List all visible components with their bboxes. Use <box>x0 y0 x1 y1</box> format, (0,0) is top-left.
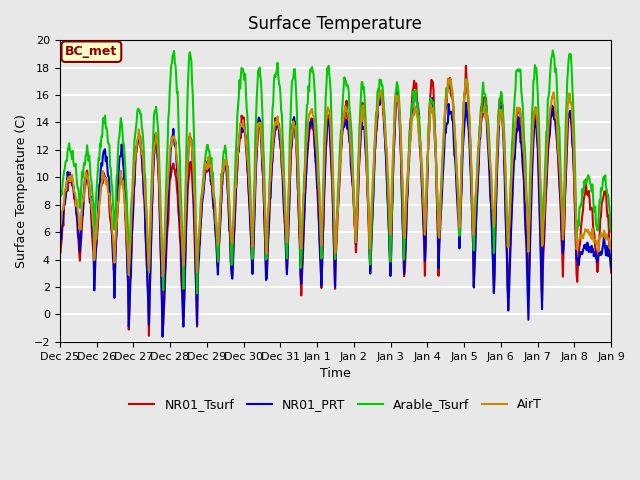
Arable_Tsurf <box>250 195 258 201</box>
AirT <box>56 229 63 235</box>
NR01_PRT <box>425 138 433 144</box>
NR01_PRT <box>223 168 230 174</box>
NR01_Tsurf <box>424 156 431 162</box>
AirT <box>393 98 401 104</box>
NR01_Tsurf <box>271 126 278 132</box>
AirT <box>120 195 128 201</box>
X-axis label: Time: Time <box>320 367 351 380</box>
Arable_Tsurf <box>56 194 63 200</box>
Line: Arable_Tsurf: Arable_Tsurf <box>60 50 611 293</box>
NR01_Tsurf <box>607 269 615 275</box>
NR01_PRT <box>607 265 615 271</box>
Arable_Tsurf <box>120 150 128 156</box>
AirT <box>271 122 278 128</box>
AirT <box>444 76 452 82</box>
Title: Surface Temperature: Surface Temperature <box>248 15 422 33</box>
NR01_Tsurf <box>250 222 258 228</box>
NR01_PRT <box>410 88 418 94</box>
AirT <box>159 274 166 279</box>
NR01_Tsurf <box>120 194 128 200</box>
AirT <box>250 204 258 210</box>
Line: NR01_Tsurf: NR01_Tsurf <box>60 66 611 336</box>
Arable_Tsurf <box>193 290 201 296</box>
NR01_PRT <box>271 130 278 136</box>
Text: BC_met: BC_met <box>65 45 118 58</box>
AirT <box>223 160 230 166</box>
Line: AirT: AirT <box>60 79 611 276</box>
Y-axis label: Surface Temperature (C): Surface Temperature (C) <box>15 114 28 268</box>
Arable_Tsurf <box>424 151 431 157</box>
NR01_PRT <box>56 245 63 251</box>
NR01_Tsurf <box>462 63 470 69</box>
Arable_Tsurf <box>393 79 401 85</box>
Arable_Tsurf <box>607 229 615 235</box>
AirT <box>607 239 615 245</box>
NR01_Tsurf <box>223 167 230 172</box>
NR01_Tsurf <box>145 333 153 339</box>
Legend: NR01_Tsurf, NR01_PRT, Arable_Tsurf, AirT: NR01_Tsurf, NR01_PRT, Arable_Tsurf, AirT <box>124 394 547 417</box>
Arable_Tsurf <box>271 72 278 78</box>
AirT <box>424 156 431 162</box>
NR01_Tsurf <box>56 250 63 256</box>
NR01_PRT <box>159 334 166 340</box>
Arable_Tsurf <box>549 48 557 53</box>
Line: NR01_PRT: NR01_PRT <box>60 91 611 337</box>
NR01_PRT <box>393 89 401 95</box>
NR01_Tsurf <box>393 95 401 101</box>
NR01_PRT <box>120 181 128 187</box>
Arable_Tsurf <box>223 157 230 163</box>
NR01_PRT <box>250 232 258 238</box>
